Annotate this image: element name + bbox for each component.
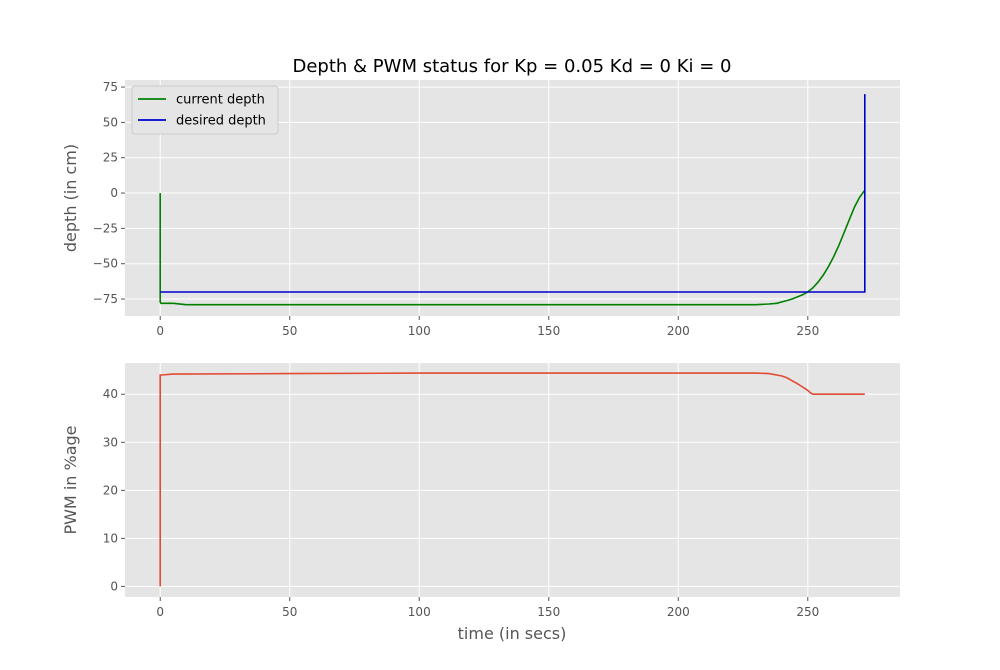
pwm-panel: 0 50 100 150 200 250 0 10 20 30 40 (103, 363, 900, 619)
legend-entry-label: current depth (176, 93, 265, 108)
pwm-y-tick-label: 20 (103, 483, 118, 497)
time-x-axis-label: time (in secs) (458, 624, 567, 643)
depth-y-tick-label: 75 (103, 80, 118, 94)
legend: current depth desired depth (131, 85, 279, 135)
depth-x-tick-label: 50 (282, 324, 297, 338)
pwm-x-tick-label: 50 (282, 605, 297, 619)
pwm-series-line (159, 372, 865, 587)
depth-y-tick-label: −75 (93, 292, 118, 306)
depth-x-tick-label: 200 (667, 324, 690, 338)
depth-x-tick-label: 100 (408, 324, 431, 338)
pwm-x-tick-label: 0 (156, 605, 164, 619)
legend-entry-label: desired depth (176, 114, 266, 129)
pwm-x-tick-label: 200 (667, 605, 690, 619)
depth-x-tick-label: 150 (537, 324, 560, 338)
depth-x-tick-label: 250 (796, 324, 819, 338)
desired-depth-line (160, 94, 866, 293)
chart-title: Depth & PWM status for Kp = 0.05 Kd = 0 … (293, 56, 732, 77)
pwm-y-axis-label: PWM in %age (61, 425, 80, 534)
pwm-x-tick-label: 100 (408, 605, 431, 619)
pwm-y-tick-label: 0 (110, 579, 118, 593)
depth-y-tick-label: −25 (93, 221, 118, 235)
pwm-y-tick-label: 10 (103, 531, 118, 545)
legend-box (131, 85, 279, 135)
depth-y-axis-label: depth (in cm) (61, 144, 80, 252)
pwm-y-tick-label: 30 (103, 435, 118, 449)
current-depth-line (159, 189, 866, 306)
depth-y-tick-label: 50 (103, 115, 118, 129)
depth-y-tick-label: −50 (93, 257, 118, 271)
depth-y-tick-label: 25 (103, 151, 118, 165)
depth-x-tick-label: 0 (156, 324, 164, 338)
pwm-x-tick-label: 150 (537, 605, 560, 619)
pwm-x-tick-label: 250 (796, 605, 819, 619)
pwm-plot-area (125, 363, 900, 597)
pwm-y-tick-label: 40 (103, 387, 118, 401)
depth-y-tick-label: 0 (110, 186, 118, 200)
